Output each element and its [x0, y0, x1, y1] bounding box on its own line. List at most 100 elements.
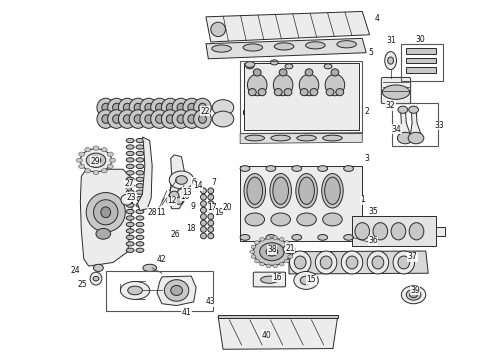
Ellipse shape: [288, 245, 293, 249]
Ellipse shape: [401, 286, 426, 304]
Ellipse shape: [96, 228, 111, 239]
Ellipse shape: [200, 194, 206, 200]
Ellipse shape: [151, 110, 168, 129]
Text: 15: 15: [307, 275, 316, 284]
Text: 2: 2: [365, 107, 369, 116]
Ellipse shape: [200, 220, 206, 226]
Ellipse shape: [320, 256, 332, 269]
Ellipse shape: [336, 89, 343, 96]
Ellipse shape: [171, 285, 182, 296]
Ellipse shape: [200, 226, 206, 232]
Ellipse shape: [258, 89, 266, 96]
Bar: [406, 58, 436, 63]
Ellipse shape: [398, 256, 410, 269]
Ellipse shape: [94, 264, 103, 271]
Text: 12: 12: [167, 196, 176, 205]
Text: 24: 24: [71, 266, 80, 275]
Text: 43: 43: [206, 297, 216, 306]
Ellipse shape: [126, 138, 134, 143]
Ellipse shape: [294, 256, 306, 269]
Ellipse shape: [243, 44, 263, 51]
Ellipse shape: [355, 223, 369, 240]
Ellipse shape: [279, 262, 284, 266]
Ellipse shape: [188, 103, 196, 112]
Ellipse shape: [110, 158, 116, 162]
Ellipse shape: [198, 115, 206, 123]
Text: 29: 29: [90, 157, 100, 166]
Ellipse shape: [113, 103, 121, 112]
Polygon shape: [218, 316, 338, 349]
Text: 25: 25: [78, 280, 88, 289]
Ellipse shape: [245, 62, 255, 67]
Ellipse shape: [136, 248, 144, 252]
Ellipse shape: [300, 276, 312, 285]
Ellipse shape: [250, 250, 255, 253]
Ellipse shape: [385, 51, 396, 69]
Text: 7: 7: [212, 177, 217, 186]
Ellipse shape: [284, 241, 289, 244]
Ellipse shape: [126, 164, 134, 168]
Ellipse shape: [126, 235, 134, 239]
Ellipse shape: [177, 115, 185, 123]
Ellipse shape: [260, 243, 284, 261]
Ellipse shape: [316, 251, 337, 274]
Text: 23: 23: [127, 193, 136, 202]
Text: 26: 26: [171, 230, 180, 239]
Text: 9: 9: [190, 202, 195, 211]
Ellipse shape: [388, 57, 393, 64]
Ellipse shape: [136, 222, 144, 226]
Ellipse shape: [296, 174, 318, 208]
Polygon shape: [399, 108, 411, 141]
Ellipse shape: [240, 234, 250, 240]
Ellipse shape: [194, 98, 211, 117]
Ellipse shape: [200, 233, 206, 239]
Ellipse shape: [382, 85, 410, 99]
Ellipse shape: [273, 264, 278, 267]
Ellipse shape: [93, 276, 99, 281]
Ellipse shape: [136, 138, 144, 143]
Text: 10: 10: [180, 192, 190, 201]
Ellipse shape: [136, 145, 144, 149]
Ellipse shape: [93, 170, 99, 175]
Text: 31: 31: [387, 36, 396, 45]
Ellipse shape: [253, 238, 291, 265]
Ellipse shape: [279, 238, 284, 241]
Ellipse shape: [166, 103, 174, 112]
Ellipse shape: [145, 103, 153, 112]
Ellipse shape: [85, 148, 91, 152]
Ellipse shape: [271, 135, 291, 141]
Text: 19: 19: [214, 208, 224, 217]
Ellipse shape: [297, 135, 317, 141]
Ellipse shape: [102, 103, 110, 112]
Ellipse shape: [121, 282, 150, 300]
Ellipse shape: [292, 166, 302, 171]
Ellipse shape: [108, 98, 125, 117]
Text: 21: 21: [285, 244, 294, 253]
Ellipse shape: [408, 132, 424, 144]
Ellipse shape: [151, 98, 168, 117]
Ellipse shape: [331, 69, 339, 76]
Text: 35: 35: [368, 207, 378, 216]
Ellipse shape: [126, 216, 134, 220]
Ellipse shape: [266, 264, 271, 267]
Text: 8: 8: [171, 197, 175, 206]
Ellipse shape: [323, 135, 342, 141]
Ellipse shape: [337, 41, 356, 48]
Ellipse shape: [123, 103, 131, 112]
Ellipse shape: [266, 166, 276, 171]
FancyBboxPatch shape: [253, 272, 286, 287]
Ellipse shape: [324, 64, 332, 69]
Ellipse shape: [175, 176, 187, 184]
Ellipse shape: [90, 272, 102, 285]
Ellipse shape: [279, 69, 287, 76]
Bar: [406, 67, 436, 73]
Ellipse shape: [76, 158, 82, 162]
Text: 33: 33: [435, 121, 444, 130]
Ellipse shape: [126, 242, 134, 246]
Ellipse shape: [136, 171, 144, 175]
Ellipse shape: [140, 98, 158, 117]
Ellipse shape: [136, 151, 144, 156]
Ellipse shape: [294, 271, 318, 289]
Polygon shape: [206, 12, 369, 42]
Ellipse shape: [172, 98, 190, 117]
